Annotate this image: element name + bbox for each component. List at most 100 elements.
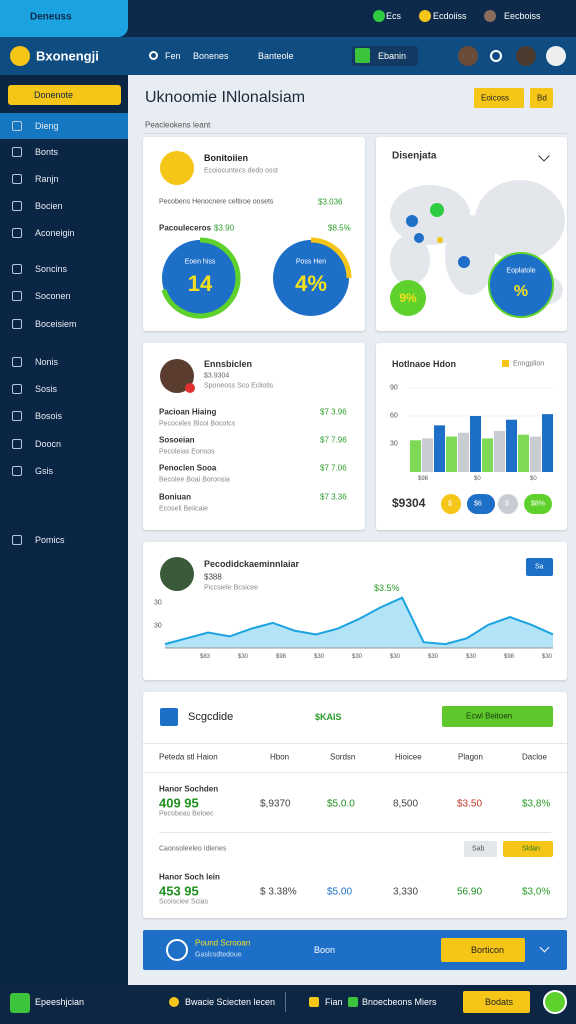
chip[interactable]: [441, 494, 461, 514]
brand: Deneuss: [30, 11, 72, 23]
trend-button[interactable]: [526, 558, 553, 576]
sidebar-icon: [12, 291, 22, 301]
map-dot: [437, 237, 443, 243]
sidebar-item[interactable]: Boceisiem: [35, 319, 77, 329]
chip[interactable]: [464, 841, 497, 857]
footer-link[interactable]: Fian: [325, 997, 343, 1007]
card-title: Hotlnaoe Hdon: [392, 359, 456, 369]
chip-label[interactable]: $6: [474, 500, 482, 508]
column-header: Dacloe: [522, 752, 547, 762]
table-cell: $3,0%: [522, 886, 551, 898]
card: [143, 542, 567, 680]
nav-link[interactable]: Fen: [165, 51, 181, 61]
bar: [458, 432, 469, 472]
table-button-label[interactable]: Ecwl Beitoen: [466, 711, 513, 721]
chip-label[interactable]: $: [448, 500, 452, 508]
nav-button-label[interactable]: Ebanin: [378, 51, 407, 61]
footer-button[interactable]: [463, 991, 530, 1013]
sidebar-search-text[interactable]: Donenote: [34, 90, 74, 100]
header-button-label[interactable]: Bd: [537, 93, 547, 103]
avatar[interactable]: [458, 46, 478, 66]
sidebar-item[interactable]: Sosis: [35, 384, 58, 394]
y-label: 30: [154, 599, 162, 607]
table-icon: [160, 708, 178, 726]
banner-link[interactable]: Boon: [314, 945, 336, 955]
list-item-sub: Becolee Boai Boronsia: [159, 476, 230, 484]
sidebar-item[interactable]: Nonis: [35, 357, 59, 367]
sidebar-item[interactable]: Gsis: [35, 466, 53, 476]
row-sub: Scoisciee Scias: [159, 898, 209, 906]
sidebar-item[interactable]: Bocien: [35, 201, 63, 211]
map-badge: [488, 252, 554, 318]
top-icon: [419, 10, 431, 22]
metric-value: $3.90: [214, 223, 235, 233]
list-item-value: $7 3.96: [320, 407, 347, 417]
footer-link[interactable]: Bwacie Sciecten lecen: [185, 997, 276, 1007]
table-rule: [143, 772, 567, 773]
footer-button-label[interactable]: Bodats: [485, 997, 514, 1007]
table-rule: [159, 832, 551, 833]
header-button-label[interactable]: Eoicoss: [481, 93, 510, 103]
banner-button-label[interactable]: Borticon: [471, 945, 505, 955]
footer-dot: [348, 997, 358, 1007]
list-item-value: $7 7.06: [320, 463, 347, 473]
avatar[interactable]: [516, 46, 536, 66]
chip[interactable]: [467, 494, 495, 514]
bar: [434, 425, 445, 472]
card-subtitle: Piccsiele Bcsicee: [204, 584, 259, 592]
search-icon[interactable]: [149, 51, 158, 60]
chip-label[interactable]: Sab: [472, 845, 485, 853]
chip[interactable]: [498, 494, 518, 514]
subtitle-rule: [143, 133, 567, 134]
banner-button[interactable]: [441, 938, 525, 962]
list-item-value: $7 7.96: [320, 435, 347, 445]
x-tick-label: $30: [237, 654, 249, 660]
gauge-label: Eoen hiss: [184, 258, 216, 266]
settings-icon[interactable]: [490, 50, 502, 62]
sidebar-item[interactable]: Aconeigin: [35, 228, 75, 238]
top-link[interactable]: Ecdoiiss: [433, 11, 467, 21]
top-link[interactable]: Ecs: [386, 11, 402, 21]
chip-label[interactable]: $8%: [531, 500, 546, 508]
nav-link[interactable]: Bonenes: [193, 51, 229, 61]
table-button[interactable]: [442, 706, 553, 727]
map-badge: [390, 280, 426, 316]
chip[interactable]: [524, 494, 552, 514]
sidebar-item[interactable]: Ranjn: [35, 174, 59, 184]
top-icon: [373, 10, 385, 22]
trend-button-label[interactable]: Sa: [535, 563, 544, 571]
sidebar-search[interactable]: [8, 85, 121, 105]
sidebar-item[interactable]: Soncins: [35, 264, 68, 274]
chip[interactable]: [503, 841, 553, 857]
x-tick-label: $30: [427, 654, 439, 660]
bar: [482, 438, 493, 472]
card-value: $388: [204, 572, 222, 582]
bar: [494, 430, 505, 472]
chip-label[interactable]: $: [505, 500, 509, 508]
gauge-value: 14: [187, 271, 213, 296]
footer-link[interactable]: Bnoecbeons Miers: [362, 997, 437, 1007]
sidebar-item[interactable]: Dieng: [35, 121, 59, 131]
map-badge-caption: Eoplatole: [506, 267, 536, 275]
top-link[interactable]: Eecboiss: [504, 11, 541, 21]
chip-label[interactable]: Sldan: [522, 845, 540, 853]
sidebar-item[interactable]: Bonts: [35, 147, 59, 157]
header-button[interactable]: [474, 88, 524, 108]
nav-link[interactable]: Banteole: [258, 51, 294, 61]
avatar[interactable]: [546, 46, 566, 66]
sidebar-item[interactable]: Doocn: [35, 439, 62, 449]
header-button[interactable]: [530, 88, 553, 108]
y-tick-label: 90: [390, 384, 398, 392]
sidebar-item[interactable]: Soconen: [35, 291, 71, 301]
sidebar-item[interactable]: Bosois: [35, 411, 63, 421]
table-cell: $5.00: [327, 886, 353, 898]
card-title: Pecodidckaeminnlaiar: [204, 559, 300, 569]
table-cell: $3.50: [457, 798, 483, 810]
y-tick-label: 30: [390, 440, 398, 448]
banner-sub: Gaslcsdtedoue: [195, 951, 242, 959]
footer-avatar[interactable]: [543, 990, 567, 1014]
x-tick-label: $30: [389, 654, 401, 660]
x-tick-label: $83: [199, 654, 211, 660]
sidebar-item[interactable]: Pomics: [35, 535, 65, 545]
